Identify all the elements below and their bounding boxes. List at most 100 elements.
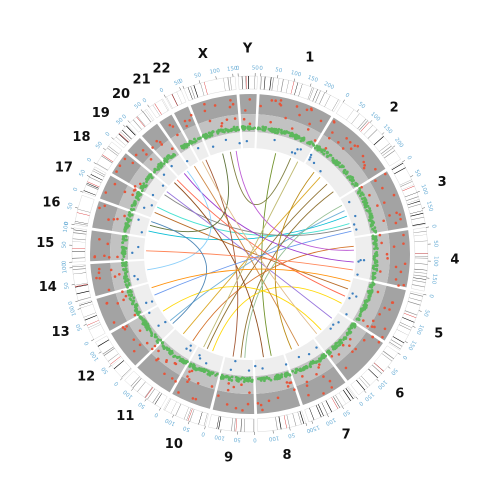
point-green-chr16 [125, 226, 129, 229]
tick-label-chr1: 100 [290, 70, 302, 79]
tick-chr8 [289, 427, 291, 431]
point-red-chr14 [97, 267, 101, 271]
tick-label-chr3: 100 [419, 184, 428, 196]
point-green-chr13 [136, 313, 140, 317]
point-red-chr5 [381, 335, 384, 339]
tick-chr7 [327, 414, 329, 418]
point-green-chr1 [301, 139, 305, 142]
centromere-chr6 [373, 362, 384, 372]
point-red-chr7 [307, 393, 310, 397]
point-green-chr12 [153, 335, 157, 339]
point-red-chr20 [151, 146, 154, 149]
tick-chr5 [404, 341, 408, 344]
point-green-chr10 [206, 372, 210, 376]
cytoband-chr5 [402, 317, 415, 323]
centromere-chr1 [290, 81, 295, 95]
tick-chr19 [123, 124, 126, 128]
point-red-chr20 [170, 147, 174, 151]
point-green-chr14 [122, 268, 125, 271]
cytoband-chr16 [74, 221, 88, 224]
cytoband-chr10 [198, 411, 203, 425]
point-red-chr3 [395, 211, 398, 215]
track-outer-chr10 [172, 376, 215, 409]
point-red-chr17 [104, 191, 108, 194]
chromosome-label-19: 19 [92, 106, 110, 121]
point-green-chr4 [375, 246, 379, 250]
point-green-chr18 [142, 182, 146, 186]
tick-label-chr4: 100 [432, 256, 438, 267]
chromosome-label-16: 16 [42, 196, 60, 211]
point-red-chr3 [381, 186, 384, 190]
centromere-chr3 [402, 185, 415, 192]
tick-label-chr3: 50 [413, 169, 422, 178]
cytoband-chr6 [359, 377, 368, 388]
point-red-chr5 [371, 319, 375, 323]
point-red-chr2 [345, 137, 348, 140]
track-inner-chr7 [285, 339, 323, 370]
chromosome-label-14: 14 [39, 280, 57, 295]
link-2-10 [206, 183, 328, 349]
tick-label-chr21: 0 [142, 97, 149, 104]
cytoband-chr18 [108, 145, 119, 155]
point-red-chr3 [392, 193, 396, 197]
point-green-chr12 [144, 324, 148, 328]
point-blue-chrX [224, 138, 228, 142]
tick-label-chr9: 50 [233, 436, 241, 443]
cytoband-chr6 [383, 350, 395, 360]
point-green-chr16 [123, 229, 127, 233]
tick-label-chr3: 150 [425, 201, 434, 213]
point-red-chr19 [141, 148, 145, 152]
cytoband-chr18 [107, 147, 118, 156]
tick-label-chr5: 0 [427, 294, 434, 299]
cytoband-chr12 [97, 339, 110, 347]
point-blue-chr7 [297, 355, 301, 359]
point-green-chr5 [370, 289, 374, 292]
cytoband-chr5 [400, 322, 413, 328]
point-green-chr12 [142, 318, 146, 322]
point-red-chr7 [328, 379, 332, 383]
cytoband-chr5 [410, 292, 423, 297]
point-blue-chr18 [151, 193, 155, 197]
point-red-chr11 [157, 349, 160, 353]
point-green-chr10 [202, 369, 206, 373]
point-green-chr18 [150, 176, 154, 180]
cytoband-chr7 [321, 402, 328, 415]
tick-label-chr11: 50 [137, 400, 147, 409]
tick-chr5 [412, 326, 416, 328]
tick-label-chr2: 50 [357, 101, 367, 110]
centromere-chr20 [136, 116, 145, 128]
chromosome-label-2: 2 [390, 101, 399, 116]
cytoband-chr8 [286, 414, 290, 428]
point-red-chr11 [156, 357, 160, 361]
track-middle-chrX [198, 114, 240, 141]
point-green-chr19 [160, 164, 164, 168]
point-green-chr2 [333, 161, 337, 164]
tick-chr2 [381, 132, 385, 135]
cytoband-chr15 [73, 229, 87, 232]
tick-chr17 [80, 190, 84, 193]
centromere-chr12 [110, 356, 121, 365]
chromosome-label-X: X [198, 47, 208, 62]
point-blue-chr3 [355, 228, 358, 231]
tick-chr12 [120, 377, 123, 381]
point-green-chr12 [145, 328, 149, 332]
point-red-chr7 [322, 392, 325, 395]
cytoband-chr17 [92, 170, 105, 177]
tick-chr5 [423, 294, 427, 296]
point-red-chrX [228, 105, 232, 109]
point-blue-chr2 [309, 153, 313, 157]
cytoband-chr20 [137, 116, 146, 127]
track-middle-chr11 [151, 340, 189, 376]
point-red-chr13 [116, 302, 120, 305]
cytoband-chr2 [379, 143, 390, 152]
point-green-chrX [222, 130, 226, 134]
point-red-chr6 [377, 340, 381, 344]
point-red-chr13 [121, 290, 124, 293]
point-red-chr2 [363, 164, 366, 167]
cytoband-chr1 [285, 80, 290, 94]
tick-chr13 [83, 324, 87, 326]
cytoband-chrX [223, 77, 226, 91]
point-red-chr5 [362, 319, 365, 322]
point-red-chr5 [373, 325, 376, 329]
point-green-chr6 [353, 324, 357, 328]
